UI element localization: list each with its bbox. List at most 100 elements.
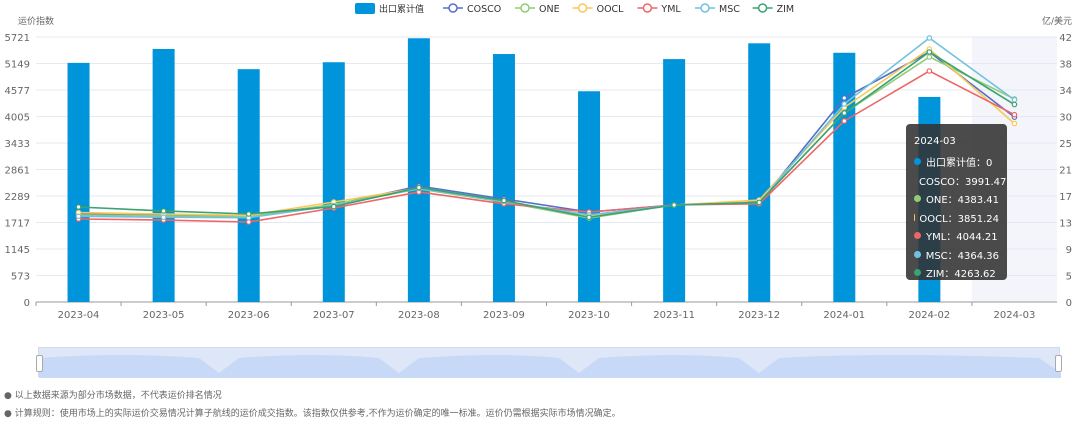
slider-handle-right[interactable] <box>1055 355 1062 372</box>
legend-label: ZIM <box>777 4 795 15</box>
y-right-tick-label: 42 <box>1059 33 1072 44</box>
tooltip-title: 2024-03 <box>914 135 956 147</box>
bar <box>152 48 175 302</box>
point-zim <box>245 211 252 217</box>
y-left-tick-label: 5149 <box>5 60 30 71</box>
legend-swatch <box>355 3 375 14</box>
y-right-tick-label: 25 <box>1059 139 1072 150</box>
legend-marker <box>757 3 768 13</box>
y-right-tick-label: 0 <box>1066 298 1072 309</box>
legend-marker <box>520 3 530 13</box>
bar <box>833 52 856 303</box>
data-zoom-slider[interactable] <box>36 347 1062 378</box>
tooltip-value: YML：4044.21 <box>926 232 998 244</box>
legend-label: COSCO <box>467 4 501 15</box>
bar <box>67 62 90 302</box>
y-left-tick-label: 2861 <box>5 166 30 177</box>
y-right-tick-label: 17 <box>1059 192 1072 203</box>
point-msc <box>160 214 167 221</box>
x-tick-label: 2023-12 <box>738 310 780 321</box>
point-msc <box>1011 97 1018 103</box>
y-left-tick-label: 573 <box>11 272 30 283</box>
y-left-tick-label: 0 <box>24 298 30 309</box>
y-left-tick-label: 1717 <box>5 219 30 230</box>
combo-chart: 0 0 573 5 1145 9 1717 13 2289 17 2861 21 3433 25 4005 3… <box>5 3 1072 321</box>
bar <box>322 62 345 302</box>
tooltip-value: ONE：4383.41 <box>925 195 999 207</box>
legend-label: ONE <box>539 4 560 15</box>
x-tick-label: 2023-07 <box>313 310 355 321</box>
y-right-tick-label: 38 <box>1059 60 1072 71</box>
tooltip-value: MSC：4364.36 <box>925 250 999 262</box>
point-zim <box>671 202 677 208</box>
y-left-tick-label: 4005 <box>5 113 30 124</box>
bar <box>578 91 601 302</box>
tooltip-value: ZIM：4263.62 <box>926 269 996 281</box>
legend-marker <box>448 3 458 13</box>
point-zim <box>926 49 933 55</box>
tooltip-value: COSCO：3991.47 <box>919 176 1007 188</box>
y-right-tick-label: 13 <box>1059 219 1072 230</box>
tooltip-row: COSCO：3991.47 <box>914 171 1006 190</box>
slider-handle-left[interactable] <box>36 355 43 372</box>
x-tick-label: 2023-04 <box>58 310 100 321</box>
point-zim <box>501 197 507 204</box>
x-tick-label: 2023-05 <box>143 310 185 321</box>
tooltip-row: ZIM：4263.62 <box>914 264 999 283</box>
y-left-tick-label: 3433 <box>5 139 30 150</box>
point-zim <box>160 208 167 214</box>
x-tick-label: 2023-09 <box>483 310 525 321</box>
line-zim <box>78 51 1015 219</box>
y-right-tick-label: 9 <box>1066 245 1072 256</box>
legend-marker <box>642 3 653 13</box>
point-yml <box>1011 111 1018 118</box>
y-left-tick-label: 4577 <box>5 86 30 97</box>
point-msc <box>841 101 848 107</box>
x-tick-label: 2024-01 <box>823 310 865 321</box>
point-zim <box>841 110 848 116</box>
tooltip-value: OOCL：3851.24 <box>919 213 999 225</box>
x-tick-label: 2023-10 <box>568 310 610 321</box>
y-left-tick-label: 5721 <box>5 33 30 44</box>
footnote-1: ● 以上数据来源为部分市场数据，不代表运价排名情况 <box>4 391 222 401</box>
y-left-tick-label: 2289 <box>5 192 30 203</box>
footnote-2: ● 计算规则：使用市场上的实际运价交易情况计算子航线的运价成交指数。该指数仅供参… <box>4 409 621 419</box>
point-cosco <box>841 95 848 101</box>
bar <box>663 59 686 303</box>
y-right-tick-label: 21 <box>1059 166 1072 177</box>
point-zim <box>75 204 82 210</box>
legend-label: MSC <box>719 4 740 15</box>
y-left-tick-label: 1145 <box>5 245 30 256</box>
x-tick-label: 2024-03 <box>994 310 1036 321</box>
bar <box>492 54 515 303</box>
point-yml <box>841 118 848 124</box>
line-cosco <box>78 51 1015 217</box>
point-zim <box>416 184 422 191</box>
x-tick-label: 2023-08 <box>398 310 440 321</box>
point-msc <box>926 35 933 41</box>
tooltip-row: 出口累计值：0 <box>914 153 999 172</box>
tooltip: 2024-03 出口累计值：0 COSCO：3991.47 ONE：4383.4… <box>906 124 1007 280</box>
tooltip-row: ONE：4383.41 <box>914 190 999 209</box>
tooltip-row: YML：4044.21 <box>914 227 999 246</box>
x-tick-label: 2023-06 <box>228 310 270 321</box>
tooltip-row: OOCL：3851.24 <box>914 208 999 227</box>
legend-label: 出口累计值 <box>379 3 424 15</box>
x-tick-label: 2023-11 <box>653 310 695 321</box>
point-zim <box>330 203 337 210</box>
point-zim <box>586 214 592 221</box>
tooltip-value: 出口累计值：0 <box>926 158 993 170</box>
y-right-tick-label: 30 <box>1059 113 1072 124</box>
legend-marker <box>577 3 588 13</box>
tooltip-row: MSC：4364.36 <box>914 245 999 264</box>
point-oocl <box>1011 120 1018 127</box>
point-one <box>926 54 933 60</box>
legend-label: YML <box>660 4 681 15</box>
point-msc <box>75 213 82 220</box>
point-zim <box>756 199 763 206</box>
y-left-axis-title: 运价指数 <box>18 15 54 27</box>
y-right-tick-label: 34 <box>1059 86 1072 97</box>
point-zim <box>1011 101 1018 108</box>
bar <box>237 69 260 302</box>
